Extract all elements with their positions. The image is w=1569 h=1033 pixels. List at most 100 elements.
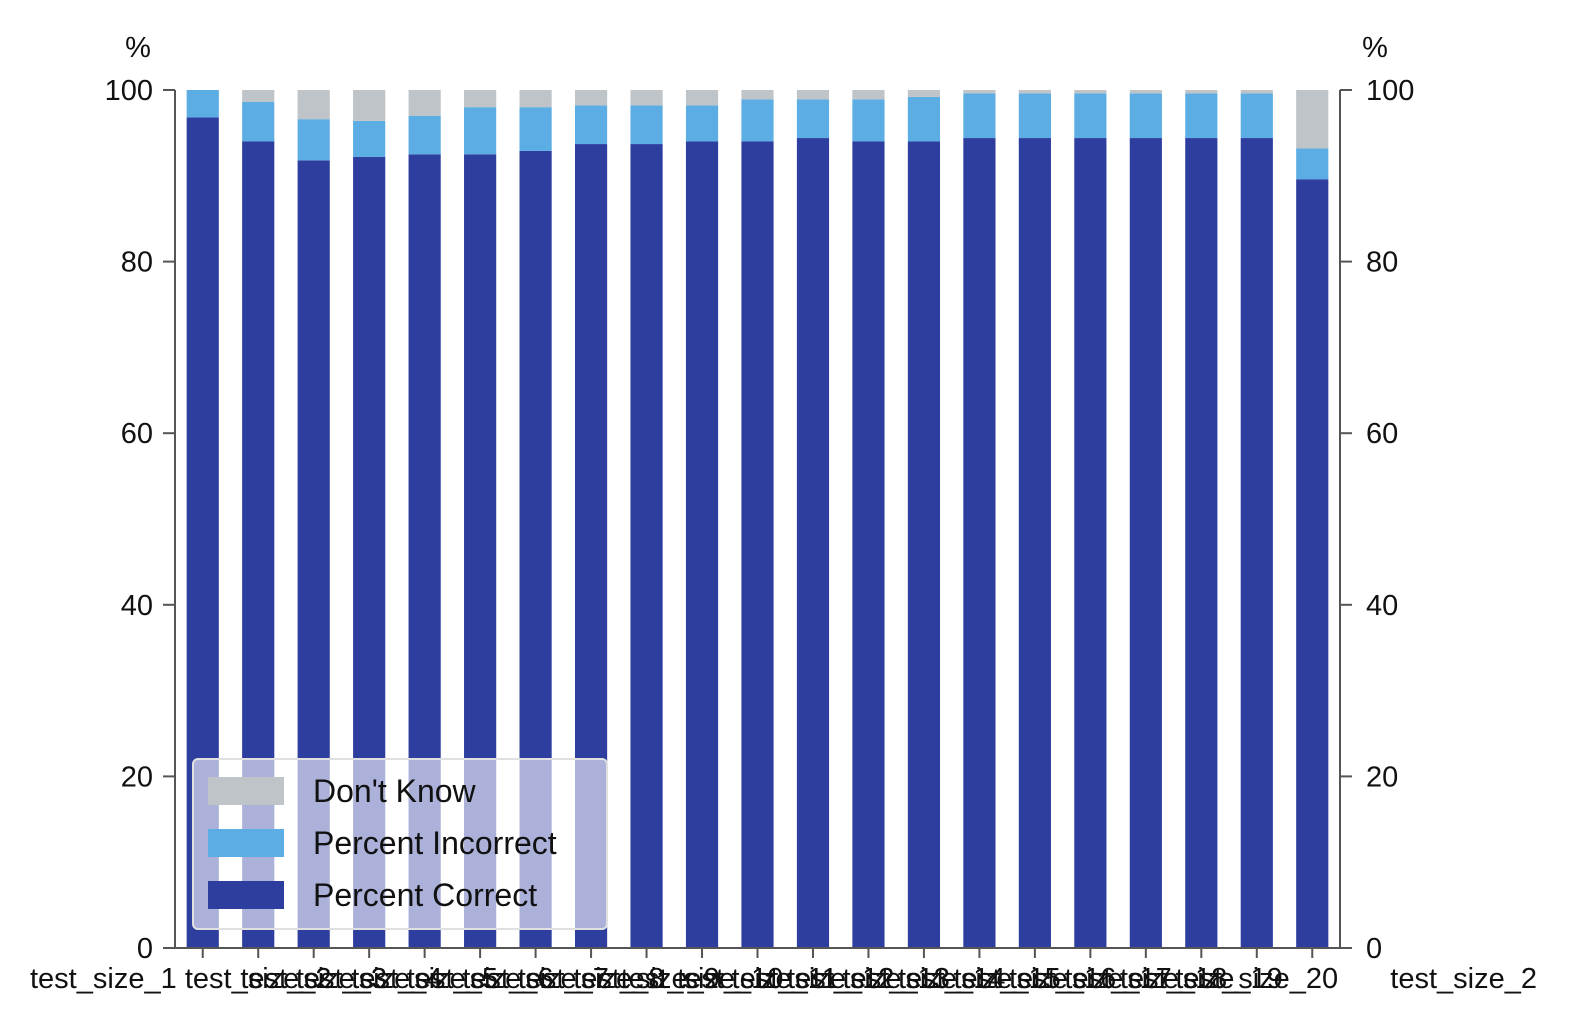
legend-label: Percent Incorrect bbox=[313, 825, 557, 861]
bar-9-series-1 bbox=[630, 144, 663, 949]
bar-21-series-1 bbox=[1296, 179, 1329, 949]
bar-16-series-2 bbox=[1018, 93, 1051, 139]
bar-15-series-1 bbox=[963, 138, 996, 949]
bar-4-series-3 bbox=[353, 90, 386, 121]
bar-16-series-3 bbox=[1018, 90, 1051, 94]
y-tick-label-right: 20 bbox=[1366, 761, 1398, 793]
y-tick-label-left: 100 bbox=[105, 75, 153, 107]
x-category-label: test_size_6 bbox=[407, 963, 554, 995]
y-tick-label-right: 100 bbox=[1366, 75, 1414, 107]
y-unit-label-right: % bbox=[1362, 32, 1388, 64]
x-category-label: test_size_2 bbox=[185, 963, 332, 995]
bar-11-series-2 bbox=[741, 99, 774, 142]
y-tick-label-right: 0 bbox=[1366, 933, 1382, 965]
bar-11-series-1 bbox=[741, 141, 774, 949]
y-tick-label-left: 80 bbox=[121, 247, 153, 279]
x-category-label: test_size_2 bbox=[1390, 963, 1537, 995]
x-category-label: test_size_16 bbox=[953, 963, 1116, 995]
y-tick-label-left: 0 bbox=[137, 933, 153, 965]
y-tick-label-left: 60 bbox=[121, 418, 153, 450]
x-category-label: test_size_20 bbox=[1175, 963, 1338, 995]
bar-9-series-3 bbox=[630, 90, 663, 106]
x-category-label: test_size_3 bbox=[240, 963, 387, 995]
legend: Don't Know Percent Incorrect Percent Corre… bbox=[192, 758, 608, 930]
bar-8-series-2 bbox=[574, 105, 608, 145]
x-category-label: test_size_13 bbox=[787, 963, 950, 995]
y-tick-label-left: 40 bbox=[121, 590, 153, 622]
bar-17-series-2 bbox=[1074, 93, 1107, 139]
bar-10-series-1 bbox=[685, 141, 719, 949]
x-category-label: test_size_14 bbox=[843, 963, 1006, 995]
y-tick-label-right: 80 bbox=[1366, 247, 1398, 279]
bar-15-series-2 bbox=[963, 93, 996, 139]
bar-16-series-1 bbox=[1018, 138, 1051, 949]
bar-8-series-3 bbox=[574, 90, 608, 106]
x-category-label: test_size_10 bbox=[621, 963, 784, 995]
bar-12-series-3 bbox=[796, 90, 830, 100]
y-tick-label-left: 20 bbox=[121, 761, 153, 793]
bar-11-series-3 bbox=[741, 90, 774, 100]
x-category-label: test_size_9 bbox=[573, 963, 720, 995]
bar-19-series-1 bbox=[1185, 138, 1218, 949]
bar-19-series-3 bbox=[1185, 90, 1218, 94]
x-category-label: test_size_7 bbox=[462, 963, 609, 995]
legend-swatch bbox=[208, 881, 284, 909]
x-category-label: test_size_8 bbox=[518, 963, 665, 995]
bar-2-series-3 bbox=[242, 90, 275, 103]
legend-box bbox=[192, 758, 608, 930]
bar-13-series-1 bbox=[852, 141, 885, 949]
bar-14-series-3 bbox=[907, 90, 941, 97]
bar-19-series-2 bbox=[1185, 93, 1218, 139]
y-tick-label-right: 60 bbox=[1366, 418, 1398, 450]
x-category-label: test_size_19 bbox=[1120, 963, 1283, 995]
bar-20-series-1 bbox=[1240, 138, 1273, 949]
bar-2-series-2 bbox=[242, 102, 275, 142]
bar-15-series-3 bbox=[963, 90, 996, 94]
x-category-label: test_size_11 bbox=[677, 963, 838, 995]
bar-7-series-2 bbox=[519, 107, 552, 151]
bar-5-series-3 bbox=[408, 90, 441, 116]
bar-18-series-1 bbox=[1129, 138, 1162, 949]
x-category-label: test_size_1 bbox=[30, 963, 177, 995]
y-tick-label-right: 40 bbox=[1366, 590, 1398, 622]
bar-14-series-2 bbox=[907, 96, 941, 142]
bar-6-series-2 bbox=[464, 107, 497, 155]
legend-swatch bbox=[208, 829, 284, 857]
bar-17-series-3 bbox=[1074, 90, 1107, 94]
x-category-label: test_size_5 bbox=[351, 963, 498, 995]
bar-14-series-1 bbox=[907, 141, 941, 949]
bar-6-series-3 bbox=[464, 90, 497, 108]
bar-9-series-2 bbox=[630, 105, 663, 145]
bar-17-series-1 bbox=[1074, 138, 1107, 949]
bar-3-series-2 bbox=[297, 119, 330, 161]
bar-13-series-2 bbox=[852, 99, 885, 142]
bar-18-series-3 bbox=[1129, 90, 1162, 94]
y-unit-label-left: % bbox=[125, 32, 151, 64]
x-category-label: test_size_4 bbox=[296, 963, 443, 995]
legend-swatch bbox=[208, 777, 284, 805]
x-category-label: test_size_15 bbox=[898, 963, 1061, 995]
bar-3-series-3 bbox=[297, 90, 330, 120]
bar-12-series-2 bbox=[796, 99, 830, 139]
bar-5-series-2 bbox=[408, 115, 441, 155]
legend-label: Percent Correct bbox=[313, 877, 537, 913]
bar-18-series-2 bbox=[1129, 93, 1162, 139]
x-category-label: test_size_17 bbox=[1009, 963, 1172, 995]
bar-20-series-2 bbox=[1240, 93, 1273, 139]
bar-13-series-3 bbox=[852, 90, 885, 100]
bar-4-series-2 bbox=[353, 120, 386, 157]
bar-1-series-2 bbox=[186, 90, 219, 118]
bar-10-series-3 bbox=[685, 90, 719, 106]
bar-10-series-2 bbox=[685, 105, 719, 142]
x-category-label: test_size_18 bbox=[1064, 963, 1227, 995]
x-category-label: test_size_12 bbox=[732, 963, 895, 995]
legend-label: Don't Know bbox=[313, 773, 477, 809]
bar-12-series-1 bbox=[796, 138, 830, 949]
bar-20-series-3 bbox=[1240, 90, 1273, 94]
bar-7-series-3 bbox=[519, 90, 552, 108]
bar-21-series-3 bbox=[1296, 90, 1329, 149]
bar-21-series-2 bbox=[1296, 148, 1329, 180]
